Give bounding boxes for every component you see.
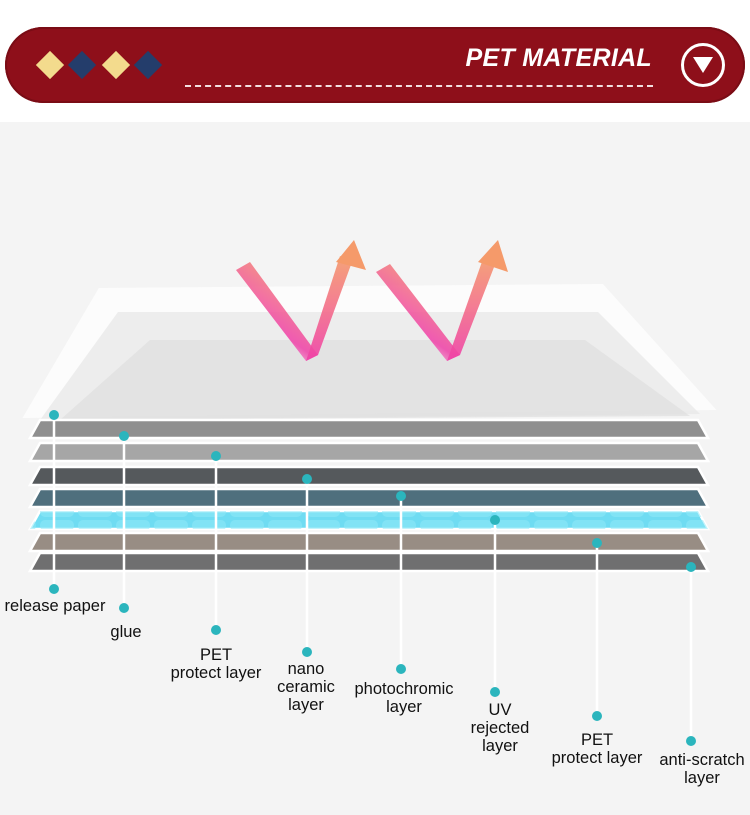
layer-slab-1 [27,418,711,440]
label-dot-anti-scratch [686,736,696,746]
layer-dot-pet-protect-1 [211,451,221,461]
layer-label-line: glue [110,623,142,641]
layer-dot-pet-protect-2 [592,538,602,548]
layer-leaders [49,410,696,746]
layer-label-photochromic: photochromic layer [354,680,453,716]
layer-label-release-paper: release paper [5,597,106,615]
layer-slab-7 [27,551,711,573]
layer-label-line: rejected [470,719,530,737]
layer-slab-4 [27,487,711,509]
layer-slab-3 [27,465,711,487]
label-dot-uv-rejected [490,687,500,697]
label-dot-nano-ceramic [302,647,312,657]
label-dot-glue [119,603,129,613]
triangle-down-icon [693,57,713,73]
title-underline [185,85,653,87]
layer-label-line: PET [199,646,233,664]
layer-label-line: protect layer [551,749,643,767]
layer-label-line: PET [580,731,614,749]
layer-dot-glue [119,431,129,441]
light-arrow-icon-right [376,240,508,361]
layer-dot-release-paper [49,410,59,420]
layer-label-line: UV [488,701,512,719]
layer-dot-nano-ceramic [302,474,312,484]
label-dot-photochromic [396,664,406,674]
layer-label-glue: glue [110,623,141,641]
label-dot-pet-protect-2 [592,711,602,721]
label-dot-release-paper [49,584,59,594]
layer-label-line: layer [386,698,422,716]
layer-label-nano-ceramic: nano ceramic layer [277,660,335,714]
layer-dot-photochromic [396,491,406,501]
layer-label-pet-protect-2: PET protect layer [552,731,643,767]
layer-label-line: nano [287,660,325,678]
layer-slab-6 [27,531,711,553]
section-title: PET MATERIAL [465,44,652,72]
layer-label-pet-protect-1: PET protect layer [171,646,262,682]
layer-dot-uv-rejected [490,515,500,525]
layer-slabs [27,418,711,573]
layer-label-anti-scratch: anti-scratch layer [659,751,744,787]
layer-slab-2 [27,441,711,463]
layer-label-line: ceramic [277,678,335,696]
layer-label-line: protect layer [170,664,262,682]
top-sheet-shade [60,340,690,420]
label-dot-pet-protect-1 [211,625,221,635]
layer-label-line: anti-scratch [659,751,745,769]
layer-label-uv-rejected: UV rejected layer [471,701,530,755]
layer-label-line: photochromic [354,680,454,698]
photochromic-cells [30,511,708,529]
layer-label-line: layer [482,737,518,755]
expand-toggle-button[interactable] [681,43,725,87]
layer-label-line: release paper [4,597,106,615]
light-arrow-icon-left [236,240,366,361]
layer-dot-anti-scratch [686,562,696,572]
layer-label-line: layer [288,696,324,714]
layer-label-line: layer [684,769,720,787]
